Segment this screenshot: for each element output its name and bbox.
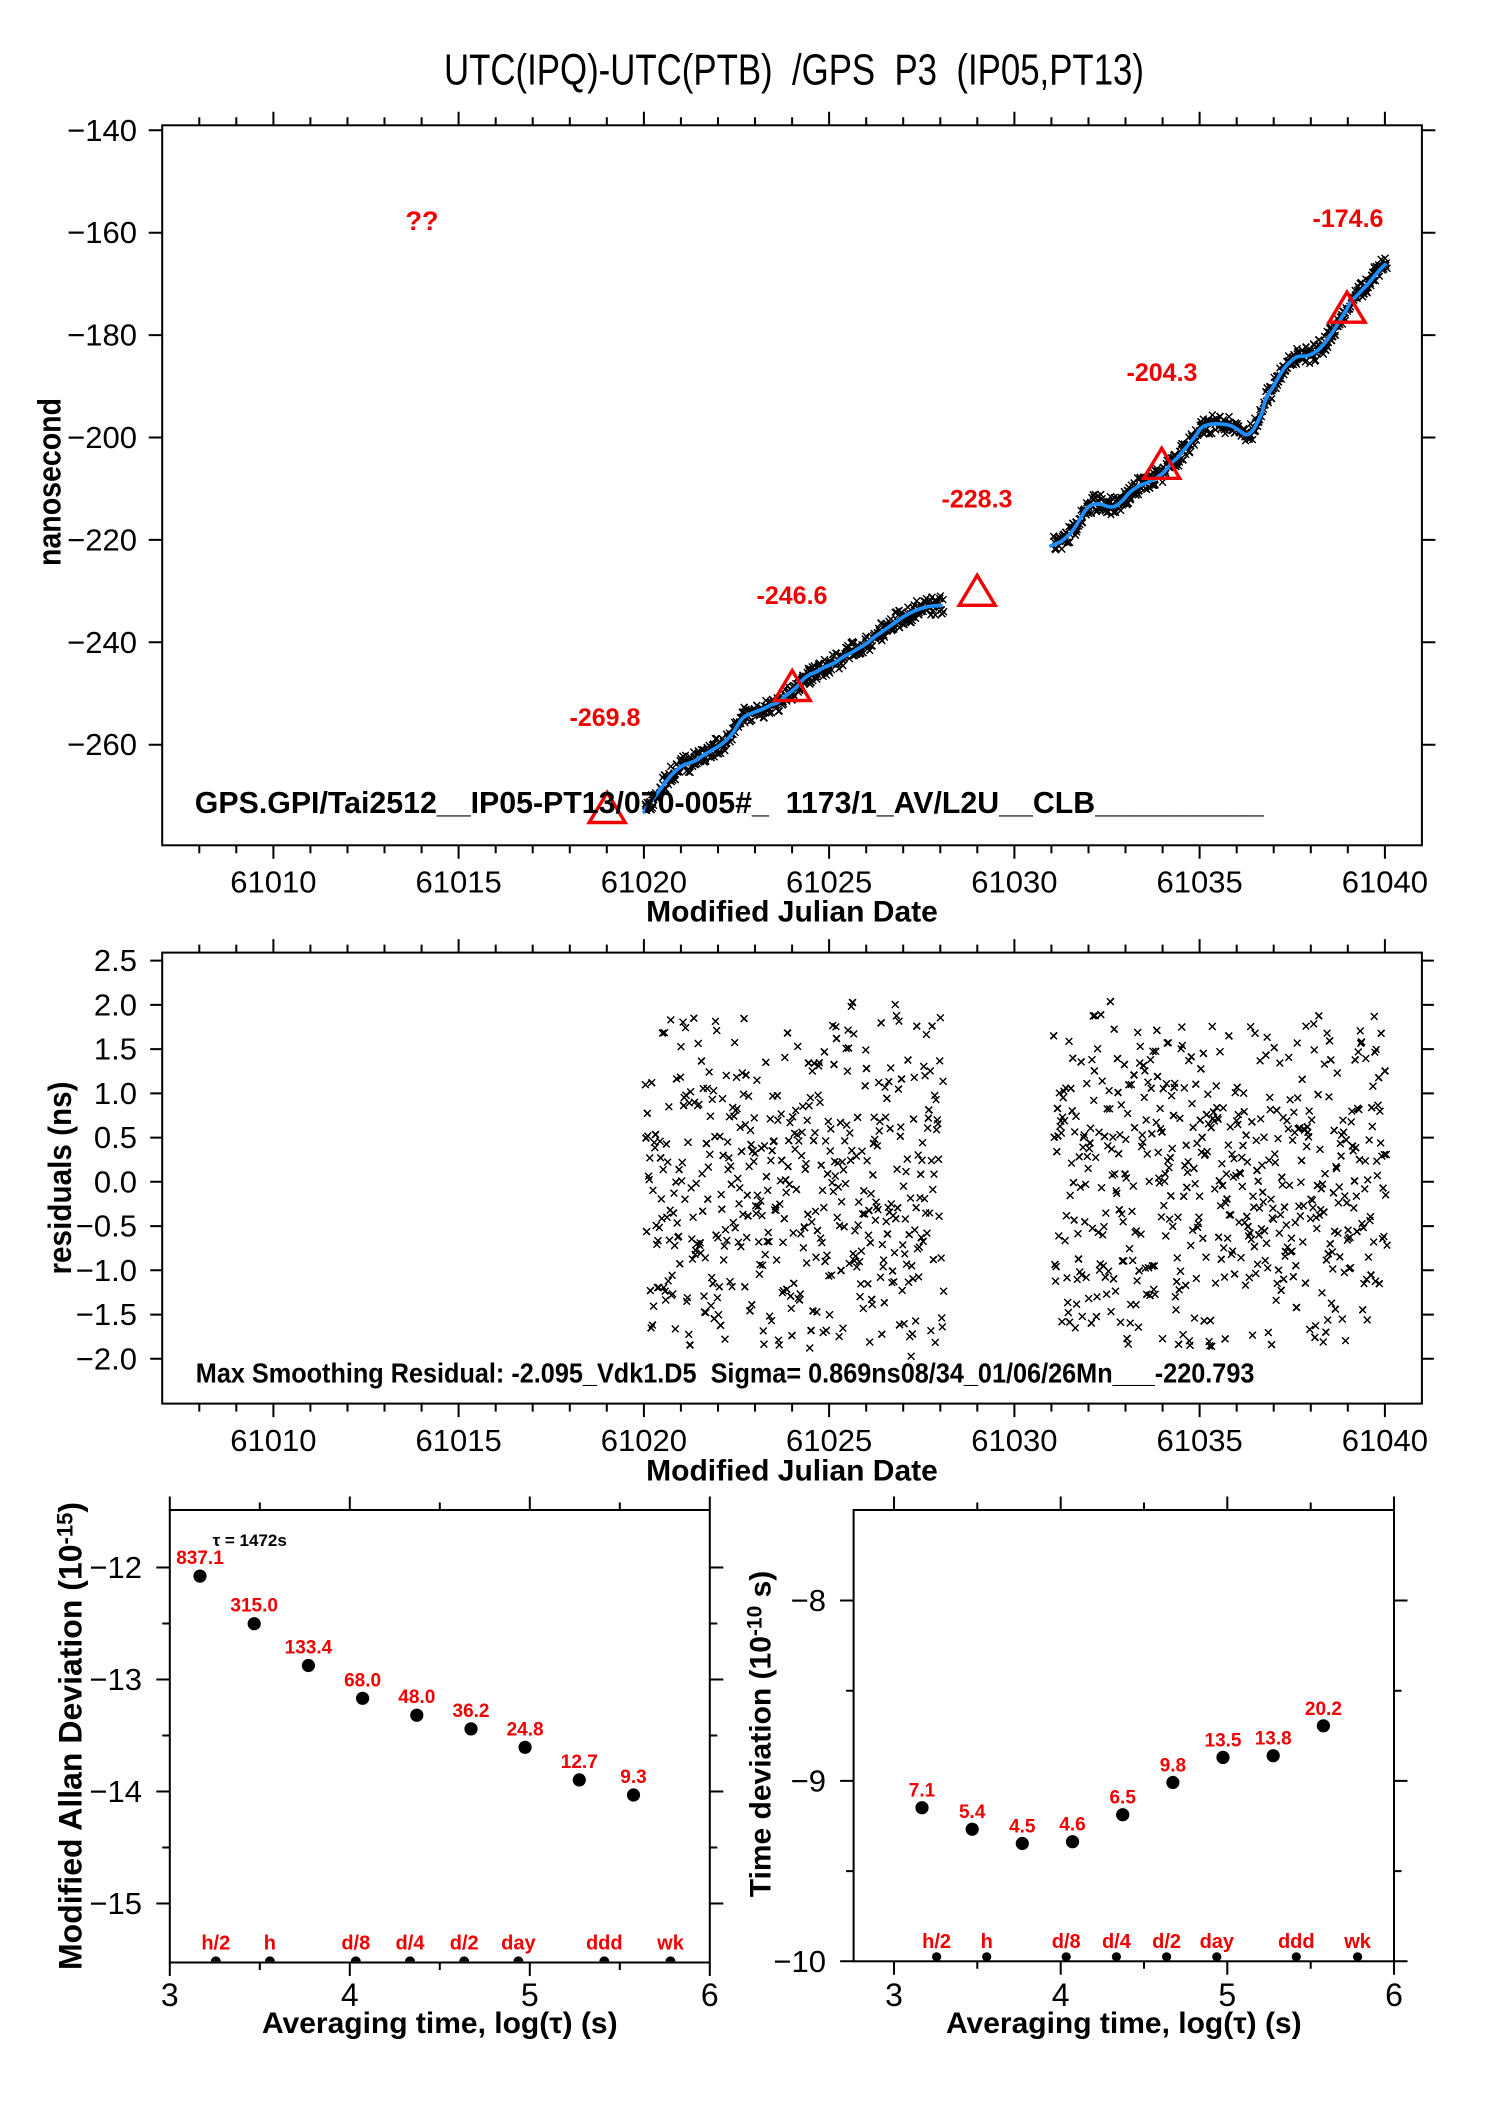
- svg-text:1.0: 1.0: [94, 1076, 137, 1111]
- svg-text:48.0: 48.0: [398, 1687, 435, 1708]
- svg-text:UTC(IPQ)-UTC(PTB) /GPS P3 (: UTC(IPQ)-UTC(PTB) /GPS P3 (IP05,PT13): [444, 46, 1144, 95]
- svg-text:Averaging time, log(τ) (s): Averaging time, log(τ) (s): [946, 2007, 1302, 2040]
- svg-text:Averaging time, log(τ) (s): Averaging time, log(τ) (s): [262, 2007, 618, 2040]
- svg-text:4: 4: [1052, 1977, 1070, 2013]
- svg-text:0.0: 0.0: [94, 1164, 137, 1199]
- svg-text:61010: 61010: [230, 1423, 316, 1458]
- svg-text:5.4: 5.4: [959, 1802, 986, 1823]
- svg-text:6: 6: [701, 1977, 719, 2013]
- svg-text:61030: 61030: [971, 1423, 1057, 1458]
- svg-text:−140: −140: [67, 113, 137, 148]
- svg-text:h/2: h/2: [922, 1931, 951, 1953]
- svg-text:d/8: d/8: [1052, 1931, 1081, 1953]
- svg-text:13.5: 13.5: [1205, 1730, 1242, 1751]
- svg-text:Time deviation (10-10 s): Time deviation (10-10 s): [744, 1571, 778, 1898]
- svg-text:61030: 61030: [971, 865, 1057, 900]
- svg-text:−13: −13: [89, 1662, 142, 1697]
- svg-text:d/4: d/4: [396, 1933, 426, 1955]
- svg-text:h: h: [981, 1931, 993, 1953]
- svg-text:d/4: d/4: [1102, 1931, 1132, 1953]
- svg-text:9.3: 9.3: [620, 1767, 646, 1788]
- svg-text:−240: −240: [67, 625, 137, 660]
- svg-text:61035: 61035: [1156, 1423, 1242, 1458]
- svg-text:2.5: 2.5: [94, 943, 137, 978]
- svg-text:−0.5: −0.5: [76, 1209, 137, 1244]
- svg-text:−2.0: −2.0: [76, 1341, 137, 1376]
- svg-text:837.1: 837.1: [176, 1548, 224, 1569]
- svg-text:-174.6: -174.6: [1313, 205, 1384, 233]
- svg-text:−12: −12: [89, 1550, 142, 1585]
- svg-text:Modified Allan Deviation (10-1: Modified Allan Deviation (10-15): [53, 1502, 89, 1970]
- svg-text:3: 3: [161, 1977, 179, 2013]
- svg-text:61015: 61015: [415, 865, 501, 900]
- svg-text:68.0: 68.0: [344, 1670, 381, 1691]
- svg-text:day: day: [501, 1933, 536, 1955]
- svg-text:Modified Julian Date: Modified Julian Date: [646, 1454, 938, 1487]
- svg-text:−1.0: −1.0: [76, 1253, 137, 1288]
- svg-text:61040: 61040: [1342, 865, 1428, 900]
- svg-text:residuals (ns): residuals (ns): [42, 1082, 78, 1275]
- svg-text:h: h: [264, 1933, 276, 1955]
- svg-text:6: 6: [1385, 1977, 1403, 2013]
- svg-text:ddd: ddd: [586, 1933, 623, 1955]
- svg-text:0.5: 0.5: [94, 1120, 137, 1155]
- svg-text:61015: 61015: [415, 1423, 501, 1458]
- svg-text:2.0: 2.0: [94, 987, 137, 1022]
- svg-text:d/2: d/2: [1152, 1931, 1181, 1953]
- svg-text:−1.5: −1.5: [76, 1297, 137, 1332]
- svg-text:1.5: 1.5: [94, 1032, 137, 1067]
- svg-text:4.6: 4.6: [1059, 1815, 1085, 1836]
- svg-text:5: 5: [1218, 1977, 1236, 2013]
- svg-text:6.5: 6.5: [1109, 1788, 1136, 1809]
- svg-text:61020: 61020: [601, 1423, 687, 1458]
- svg-text:h/2: h/2: [201, 1933, 230, 1955]
- svg-text:36.2: 36.2: [453, 1701, 490, 1722]
- svg-text:−9: −9: [791, 1763, 826, 1798]
- svg-text:61025: 61025: [786, 865, 872, 900]
- svg-text:4: 4: [341, 1977, 359, 2013]
- svg-text:−10: −10: [773, 1944, 826, 1979]
- svg-text:61040: 61040: [1342, 1423, 1428, 1458]
- svg-text:-204.3: -204.3: [1127, 359, 1198, 387]
- svg-text:315.0: 315.0: [230, 1596, 278, 1617]
- svg-text:ddd: ddd: [1278, 1931, 1315, 1953]
- svg-text:−15: −15: [89, 1886, 142, 1921]
- svg-text:20.2: 20.2: [1305, 1699, 1342, 1720]
- svg-text:−260: −260: [67, 727, 137, 762]
- svg-text:4.5: 4.5: [1009, 1817, 1036, 1838]
- svg-text:GPS.GPI/Tai2512__IP05-PT13/070: GPS.GPI/Tai2512__IP05-PT13/070-005#_ 117…: [195, 785, 1265, 820]
- svg-text:-246.6: -246.6: [757, 582, 828, 610]
- svg-text:−220: −220: [67, 522, 137, 557]
- svg-text:61010: 61010: [230, 865, 316, 900]
- svg-text:wk: wk: [1343, 1931, 1372, 1953]
- svg-text:61025: 61025: [786, 1423, 872, 1458]
- svg-text:61035: 61035: [1156, 865, 1242, 900]
- svg-text:wk: wk: [656, 1933, 685, 1955]
- svg-text:Max Smoothing Residual: -2.095: Max Smoothing Residual: -2.095_Vdk1.D5 S…: [196, 1358, 1255, 1389]
- svg-text:-228.3: -228.3: [942, 485, 1013, 513]
- svg-text:??: ??: [406, 206, 439, 236]
- svg-text:7.1: 7.1: [909, 1781, 936, 1802]
- svg-text:−180: −180: [67, 318, 137, 353]
- svg-text:13.8: 13.8: [1255, 1729, 1292, 1750]
- svg-text:nanosecond: nanosecond: [32, 398, 68, 566]
- svg-text:−14: −14: [89, 1774, 142, 1809]
- svg-text:−8: −8: [791, 1583, 826, 1618]
- svg-text:133.4: 133.4: [285, 1638, 333, 1659]
- svg-text:τ = 1472s: τ = 1472s: [213, 1531, 287, 1550]
- svg-text:5: 5: [521, 1977, 539, 2013]
- svg-text:61020: 61020: [601, 865, 687, 900]
- svg-text:−200: −200: [67, 420, 137, 455]
- svg-text:Modified Julian Date: Modified Julian Date: [646, 896, 938, 929]
- svg-text:d/8: d/8: [341, 1933, 370, 1955]
- svg-text:−160: −160: [67, 215, 137, 250]
- svg-text:24.8: 24.8: [507, 1719, 544, 1740]
- svg-text:d/2: d/2: [450, 1933, 479, 1955]
- svg-text:12.7: 12.7: [561, 1752, 598, 1773]
- svg-text:-269.8: -269.8: [570, 704, 641, 732]
- svg-text:day: day: [1200, 1931, 1235, 1953]
- svg-text:9.8: 9.8: [1160, 1756, 1186, 1777]
- svg-text:3: 3: [885, 1977, 903, 2013]
